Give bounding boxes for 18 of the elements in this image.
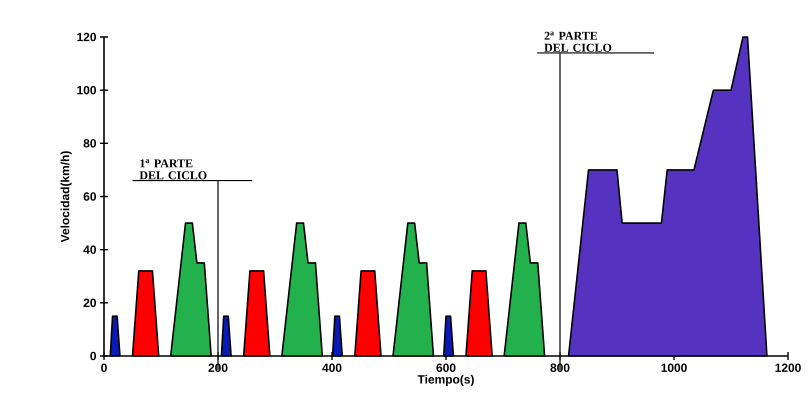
y-tick-label: 20 [84, 298, 96, 308]
x-tick-label: 600 [436, 364, 456, 372]
y-tick-label: 80 [84, 139, 96, 148]
y-tick-label: 120 [77, 32, 96, 42]
x-tick-label: 1000 [661, 364, 687, 372]
ref-line-label: 2$^{a}$ PARTE DEL CICLO [544, 32, 612, 52]
x-tick-label: 1200 [775, 364, 801, 372]
x-tick-label: 400 [322, 364, 342, 372]
x-tick-label: 200 [208, 364, 228, 372]
x-axis-title: Tiempo(s) [418, 374, 474, 386]
x-tick-label: 0 [101, 364, 107, 372]
y-axis-title: Velocidad(km/h) [60, 151, 72, 242]
y-tick-label: 40 [83, 245, 96, 254]
x-tick-label: 800 [550, 364, 570, 372]
ref-line-label: 1$^{a}$ PARTE DEL CICLO [140, 159, 207, 180]
y-tick-label: 60 [84, 192, 96, 201]
y-tick-label: 100 [77, 86, 96, 94]
y-tick-label: 0 [90, 352, 96, 360]
